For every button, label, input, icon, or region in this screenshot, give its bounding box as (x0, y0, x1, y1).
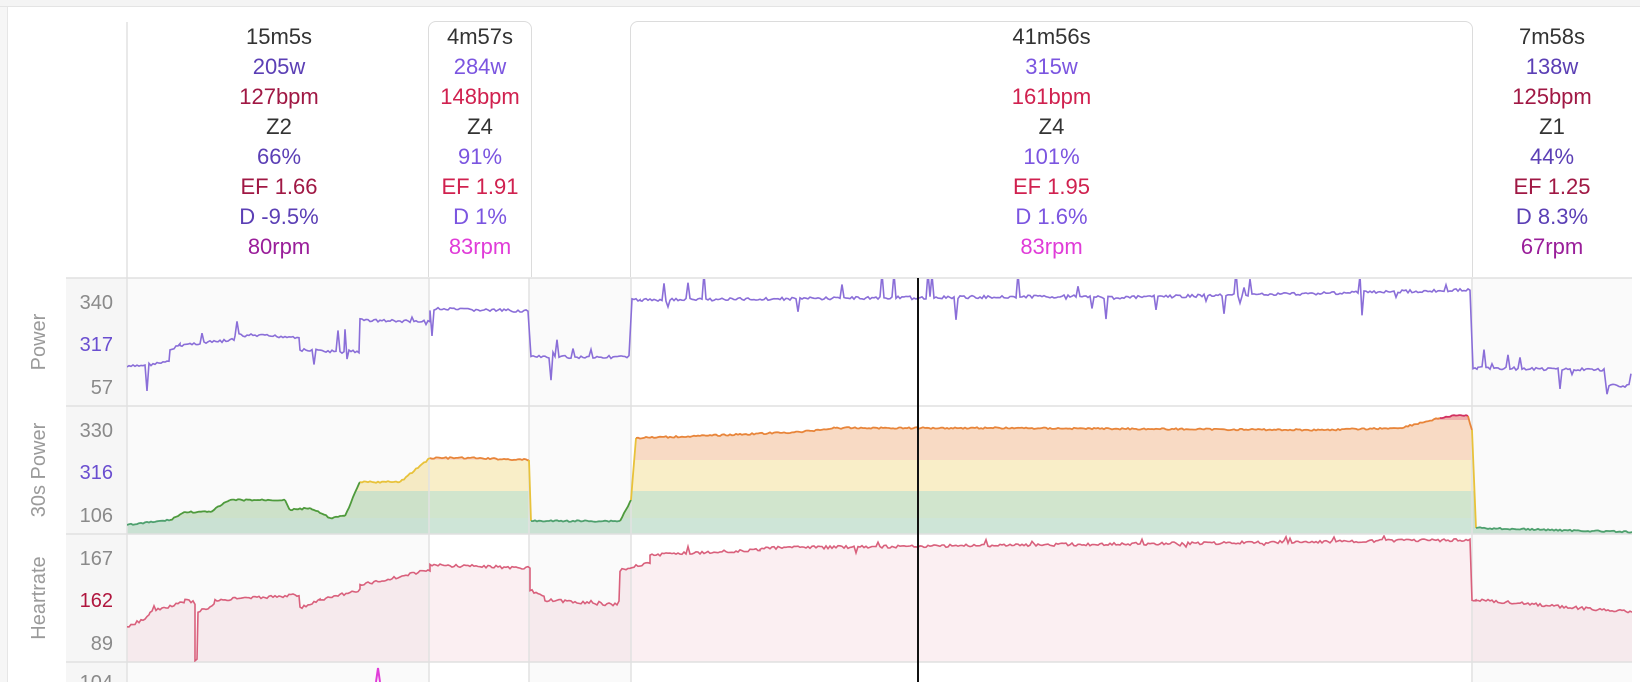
interval-duration: 4m57s (446, 24, 514, 49)
power-30s-segment (399, 457, 431, 483)
power-30s-segment (1459, 414, 1469, 417)
panel-separators (66, 277, 1632, 663)
interval-heartrate: 127bpm (239, 84, 319, 109)
interval-ef: EF 1.66 (240, 174, 318, 199)
interval-column[interactable]: 7m58s 138w 125bpm Z1 44% EF 1.25 D 8.3% … (1474, 22, 1630, 277)
power-30s-segment (1467, 415, 1473, 431)
interval-percent: 101% (1023, 144, 1080, 169)
interval-stats-header: 15m5s 205w 127bpm Z2 66% EF 1.66 D -9.5%… (0, 0, 1640, 278)
interval-power: 138w (1525, 54, 1579, 79)
interval-power: 205w (252, 54, 306, 79)
power-30s-segment (1475, 526, 1632, 534)
power-30s-segment (127, 518, 171, 526)
interval-duration: 41m56s (1012, 24, 1091, 49)
power-30s-segment (1471, 429, 1477, 529)
tick-label: 167 (80, 548, 113, 570)
tick-label: 89 (91, 633, 113, 655)
interval-cadence: 80rpm (247, 234, 311, 259)
power-30s-segment (635, 434, 701, 440)
power-30s-segment (799, 426, 836, 434)
power-30s-segment (1439, 414, 1461, 420)
power-30s-segment (229, 498, 286, 502)
interval-heartrate: 125bpm (1512, 84, 1592, 109)
interval-column[interactable]: 4m57s 284w 148bpm Z4 91% EF 1.91 D 1% 83… (428, 21, 532, 277)
interval-decoupling: D -9.5% (239, 204, 319, 229)
interval-cadence: 83rpm (448, 234, 512, 259)
axis-title: 30s Power (28, 422, 50, 517)
top-divider (0, 0, 1640, 7)
cadence-line (375, 667, 381, 682)
tick-label: 106 (80, 505, 113, 527)
power-zone-band (127, 518, 1632, 534)
power-30s-segment (169, 511, 186, 521)
power-line (127, 279, 1632, 395)
axis-title: Heartrate (28, 556, 50, 639)
interval-zone: Z2 (266, 114, 292, 139)
interval-ef: EF 1.91 (441, 174, 519, 199)
power-30s-segment (1399, 417, 1441, 430)
power-zone-band (127, 491, 1632, 518)
selected-interval-highlight (429, 278, 529, 682)
power-30s-segment (209, 499, 231, 513)
tick-label: 317 (80, 334, 113, 356)
interval-percent: 44% (1529, 144, 1575, 169)
tick-label: 57 (91, 377, 113, 399)
interval-power: 315w (1025, 54, 1078, 79)
power-30s-segment (184, 510, 211, 514)
interval-percent: 91% (457, 144, 503, 169)
power-30s-segment (469, 456, 530, 462)
power-30s-segment (999, 426, 1321, 432)
interval-column[interactable]: 41m56s 315w 161bpm Z4 101% EF 1.95 D 1.6… (630, 21, 1473, 277)
interval-zone: Z1 (1539, 114, 1565, 139)
interval-zone: Z4 (1038, 114, 1065, 139)
power-30s-segment (371, 480, 401, 484)
interval-ef: EF 1.95 (1012, 174, 1091, 199)
tick-label: 340 (80, 292, 113, 314)
tick-label: 316 (80, 462, 113, 484)
interval-decoupling: D 1% (453, 204, 507, 229)
power-30s-segment (619, 499, 632, 522)
selected-interval-highlight (631, 278, 1471, 682)
power-30s-segment (344, 481, 361, 517)
power-30s-segment (429, 456, 471, 460)
power-30s-segment (699, 430, 801, 437)
axis-title: Power (28, 313, 50, 370)
interval-power: 284w (453, 54, 507, 79)
interval-duration: 7m58s (1518, 24, 1586, 49)
interval-ef: EF 1.25 (1513, 174, 1591, 199)
heartrate-area (127, 536, 1632, 662)
heartrate-line (127, 535, 1632, 662)
power-30s-segment (309, 507, 331, 519)
tick-label: 330 (80, 420, 113, 442)
power-30s-segment (1319, 426, 1401, 432)
left-border (0, 7, 8, 682)
interval-column[interactable]: 15m5s 205w 127bpm Z2 66% EF 1.66 D -9.5%… (127, 22, 431, 277)
interval-cadence: 83rpm (1020, 234, 1083, 259)
interval-heartrate: 148bpm (440, 84, 520, 109)
interval-zone: Z4 (467, 114, 493, 139)
interval-decoupling: D 1.6% (1015, 204, 1088, 229)
power-30s-segment (329, 514, 346, 520)
power-30s-segment (289, 506, 311, 512)
tick-label: 104 (80, 672, 113, 682)
power-30s-segment (284, 499, 291, 511)
power-30s-segment (630, 437, 637, 501)
interval-heartrate: 161bpm (1011, 84, 1092, 109)
power-30s-segment (359, 480, 373, 484)
interval-percent: 66% (256, 144, 302, 169)
interval-duration: 15m5s (245, 24, 313, 49)
power-30s-segment (530, 519, 620, 523)
interval-cadence: 67rpm (1520, 234, 1584, 259)
power-30s-segment (528, 459, 532, 522)
tick-label: 162 (80, 590, 113, 612)
interval-decoupling: D 8.3% (1515, 204, 1589, 229)
